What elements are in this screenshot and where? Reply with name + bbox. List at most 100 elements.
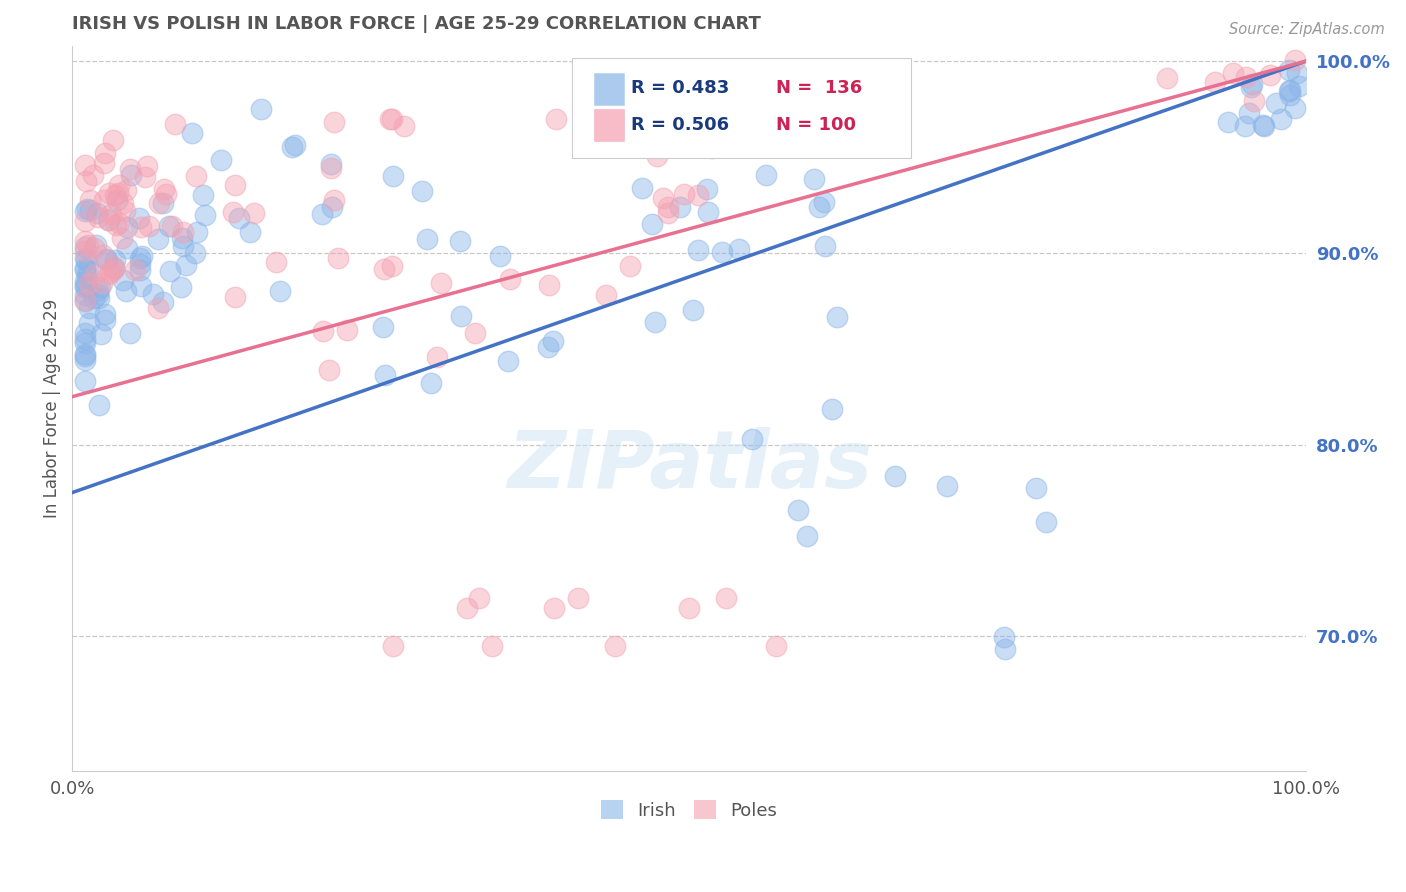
Point (619, 260, 641, 274)
Point (1025, 481, 1047, 495)
Point (114, 285, 136, 299)
Point (419, 376, 441, 391)
Point (605, 639, 627, 653)
Point (209, 153, 232, 167)
FancyBboxPatch shape (572, 58, 911, 158)
Point (697, 205, 720, 219)
Point (807, 201, 830, 215)
Point (1240, 80, 1263, 95)
Point (172, 238, 194, 252)
Text: Source: ZipAtlas.com: Source: ZipAtlas.com (1229, 22, 1385, 37)
Point (98, 186, 121, 200)
Point (98, 265, 121, 279)
Point (73, 374, 96, 388)
Point (243, 206, 266, 220)
Point (82, 169, 104, 183)
Point (174, 259, 197, 273)
Point (1156, 71, 1178, 86)
Point (796, 528, 818, 542)
Point (821, 401, 844, 416)
Point (765, 639, 787, 653)
Point (321, 161, 343, 175)
Point (264, 255, 287, 269)
Point (657, 206, 679, 220)
Point (93, 156, 115, 170)
Point (94, 252, 117, 266)
Point (152, 195, 174, 210)
Point (468, 591, 491, 605)
Point (129, 220, 152, 235)
Point (73, 288, 96, 302)
Point (426, 350, 449, 364)
Point (381, 112, 404, 126)
Point (382, 639, 405, 653)
Point (1270, 112, 1292, 127)
Point (1234, 119, 1257, 133)
Point (84, 237, 107, 252)
Text: IRISH VS POLISH IN LABOR FORCE | AGE 25-29 CORRELATION CHART: IRISH VS POLISH IN LABOR FORCE | AGE 25-… (72, 15, 761, 33)
Point (124, 263, 146, 277)
Point (73, 294, 96, 309)
Point (1237, 105, 1260, 120)
Point (76, 237, 98, 252)
Point (631, 180, 654, 194)
Point (93, 193, 115, 207)
Point (1278, 84, 1301, 98)
Point (1241, 77, 1264, 91)
Point (184, 169, 207, 183)
Point (101, 262, 124, 277)
Point (224, 290, 246, 304)
Point (640, 217, 662, 231)
Point (128, 263, 150, 277)
Point (284, 138, 307, 153)
Point (250, 102, 273, 116)
Point (163, 117, 186, 131)
Point (1253, 119, 1275, 133)
Point (464, 326, 486, 340)
Point (94, 313, 117, 327)
Point (94, 146, 117, 161)
Point (183, 245, 205, 260)
Point (1204, 74, 1226, 88)
Point (77, 301, 100, 315)
Point (170, 279, 193, 293)
Point (105, 194, 128, 208)
Point (75, 174, 97, 188)
Point (787, 502, 810, 516)
Point (813, 130, 835, 145)
Point (1234, 70, 1257, 85)
Point (814, 239, 837, 253)
Point (142, 287, 165, 301)
Point (1288, 79, 1310, 94)
Point (993, 630, 1015, 644)
Point (136, 159, 159, 173)
Point (131, 249, 153, 263)
Point (1251, 119, 1274, 133)
Point (373, 261, 395, 276)
Point (321, 200, 343, 214)
Point (170, 231, 193, 245)
Point (538, 278, 561, 293)
Point (115, 183, 138, 197)
Text: R = 0.506: R = 0.506 (631, 116, 730, 134)
Point (103, 260, 125, 275)
Point (118, 161, 141, 176)
Point (322, 193, 344, 207)
Point (181, 126, 204, 140)
Point (73, 332, 96, 346)
Point (117, 220, 139, 235)
Point (222, 205, 245, 219)
Point (696, 182, 718, 196)
Point (75, 253, 97, 268)
Y-axis label: In Labor Force | Age 25-29: In Labor Force | Age 25-29 (44, 299, 60, 517)
Point (96, 252, 118, 267)
Point (1035, 515, 1057, 529)
Point (415, 232, 437, 246)
Point (1278, 82, 1301, 96)
Point (567, 591, 589, 605)
Point (73, 293, 96, 307)
Point (711, 245, 734, 260)
Point (328, 251, 350, 265)
Point (429, 276, 451, 290)
Point (652, 191, 675, 205)
